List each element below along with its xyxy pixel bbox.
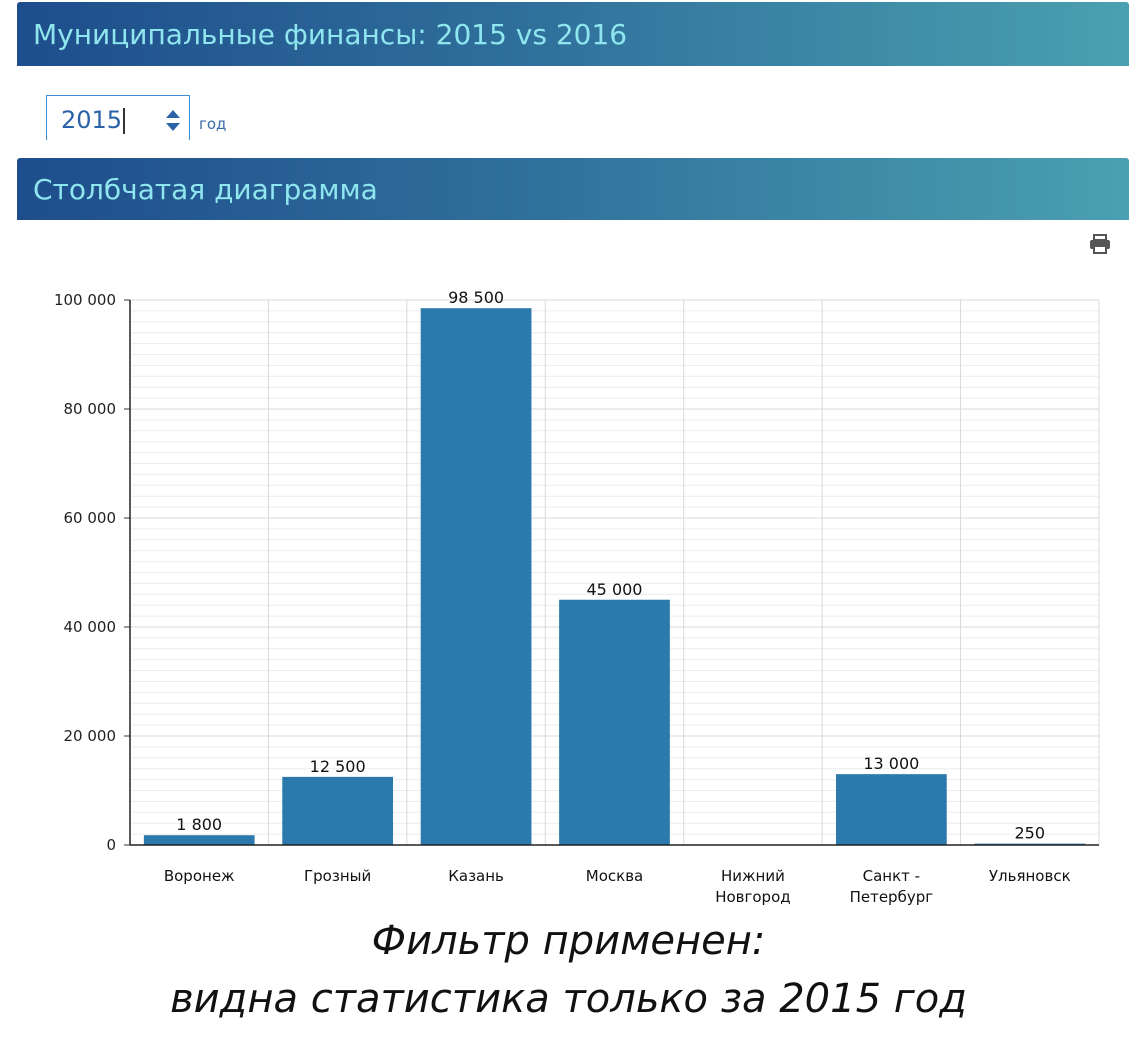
chart-panel-title: Столбчатая диаграмма xyxy=(33,172,378,206)
y-tick-label: 80 000 xyxy=(64,400,117,418)
x-tick-label: Новгород xyxy=(715,888,790,906)
year-spinner-icon[interactable] xyxy=(165,108,181,134)
x-tick-label: Москва xyxy=(586,867,643,885)
x-tick-label: Нижний xyxy=(721,867,785,885)
bar-5 xyxy=(835,774,947,845)
data-label: 1 800 xyxy=(176,815,222,834)
bar-1 xyxy=(282,776,394,845)
y-tick-label: 20 000 xyxy=(64,727,117,745)
data-label: 45 000 xyxy=(587,580,643,599)
x-tick-label: Воронеж xyxy=(164,867,235,885)
y-tick-label: 60 000 xyxy=(64,509,117,527)
year-value[interactable]: 2015 xyxy=(61,106,123,134)
bar-0 xyxy=(143,835,255,845)
chart-panel-header: Столбчатая диаграмма xyxy=(17,158,1129,220)
y-tick-label: 40 000 xyxy=(64,618,117,636)
x-tick-label: Ульяновск xyxy=(989,867,1071,885)
bar-2 xyxy=(420,308,532,845)
data-label: 98 500 xyxy=(448,288,504,307)
x-tick-label: Петербург xyxy=(850,888,934,906)
year-unit-label: год xyxy=(199,115,227,133)
x-tick-label: Грозный xyxy=(304,867,371,885)
x-tick-label: Санкт - xyxy=(863,867,920,885)
bar-chart: 0 20 000 40 000 60 000 80 000 100 000 1 800 Вор… xyxy=(54,288,1100,906)
spin-down-icon[interactable] xyxy=(166,123,180,131)
y-tick-label: 0 xyxy=(106,836,116,854)
x-tick-label: Казань xyxy=(448,867,504,885)
year-input[interactable]: 2015 xyxy=(46,95,190,140)
caption-line-1: Фильтр применен: xyxy=(371,918,766,964)
printer-icon[interactable] xyxy=(1088,232,1112,256)
data-label: 250 xyxy=(1015,824,1046,843)
y-tick-label: 100 000 xyxy=(54,291,116,309)
text-caret xyxy=(123,108,125,134)
caption-line-2: видна статистика только за 2015 год xyxy=(170,976,967,1022)
data-label: 13 000 xyxy=(863,754,919,773)
spin-up-icon[interactable] xyxy=(166,110,180,118)
app-title: Муниципальные финансы: 2015 vs 2016 xyxy=(33,17,628,51)
bar-3 xyxy=(559,599,670,845)
data-label: 12 500 xyxy=(310,757,366,776)
app-header: Муниципальные финансы: 2015 vs 2016 xyxy=(17,2,1129,66)
